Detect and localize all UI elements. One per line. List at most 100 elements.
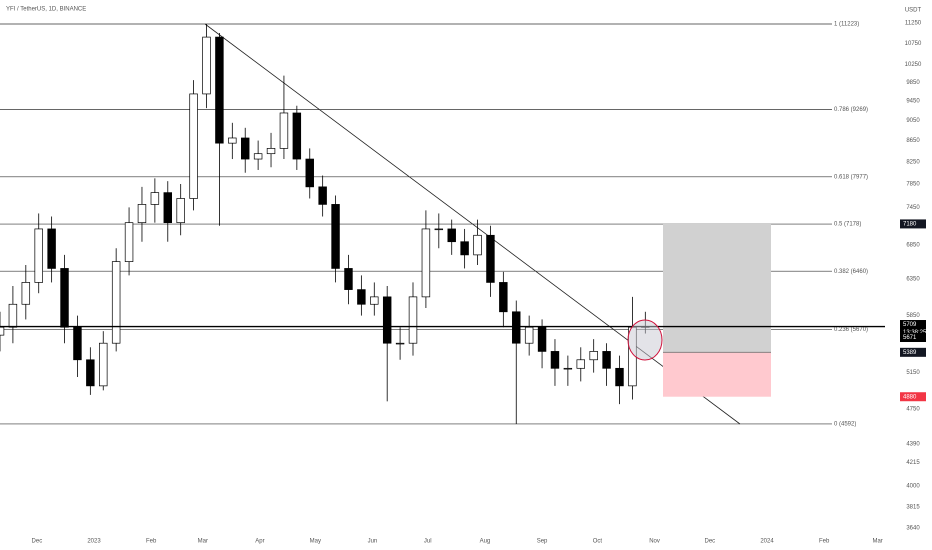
y-tick-label: 8250	[906, 159, 920, 165]
candle-body	[408, 296, 418, 344]
candle-body	[163, 192, 173, 224]
candle-body	[189, 93, 198, 199]
x-tick-label: Aug	[480, 539, 491, 545]
candle-body	[73, 326, 82, 361]
price-tag-bg	[900, 219, 926, 229]
price-tag: 5671	[903, 335, 917, 341]
candle-body	[305, 158, 314, 188]
x-tick-label: Mar	[198, 539, 208, 545]
candle-body	[0, 326, 5, 336]
x-tick-label: Feb	[819, 539, 830, 545]
x-tick-label: 2024	[760, 539, 774, 545]
candle-body	[176, 198, 185, 224]
price-tag: 5709	[903, 322, 917, 328]
x-tick-label: Nov	[649, 539, 660, 545]
candle-body	[589, 351, 598, 361]
y-tick-label: 7850	[906, 182, 920, 188]
candle-body	[395, 342, 405, 345]
price-tag-bg	[900, 392, 926, 402]
candle-body	[86, 359, 95, 387]
y-tick-label: 3815	[906, 504, 920, 510]
price-tag-bg	[900, 333, 926, 343]
candle-body	[421, 228, 431, 298]
currency: USDT	[905, 8, 922, 14]
candle-body	[563, 367, 573, 370]
candle-body	[382, 296, 392, 344]
y-tick-label: 9450	[906, 99, 920, 105]
candle-body	[150, 192, 160, 205]
candle-body	[434, 228, 444, 231]
fib-label: 0 (4592)	[834, 422, 856, 428]
candle-body	[240, 137, 250, 160]
candle-body	[266, 148, 276, 155]
x-tick-label: Sep	[537, 539, 548, 545]
candle-body	[344, 268, 353, 290]
candle-body	[318, 186, 327, 205]
price-tag: 7180	[903, 221, 917, 227]
fib-label: 0.5 (7178)	[834, 222, 861, 228]
candle-body	[602, 351, 611, 369]
y-tick-label: 8650	[906, 138, 920, 144]
candle-body	[21, 282, 31, 305]
y-tick-label: 4750	[906, 406, 920, 412]
y-tick-label: 11250	[905, 21, 922, 27]
candle-body	[47, 228, 56, 269]
price-tag: 5389	[903, 350, 917, 356]
y-tick-label: 3640	[906, 526, 920, 532]
candle-body	[124, 222, 134, 262]
candle-body	[550, 351, 560, 369]
y-tick-label: 9850	[906, 80, 920, 86]
candle-body	[524, 326, 534, 344]
y-tick-label: 7450	[906, 205, 920, 211]
y-tick-label: 5850	[906, 313, 920, 319]
candle-body	[460, 241, 469, 256]
highlight-circle	[627, 319, 663, 361]
y-tick-label: 4390	[906, 442, 920, 448]
candle-body	[60, 268, 69, 328]
x-tick-label: 2023	[87, 539, 101, 545]
candle-body	[228, 137, 237, 144]
fib-label: 1 (11223)	[834, 22, 859, 28]
candle-body	[253, 153, 263, 160]
y-tick-label: 6850	[906, 243, 920, 249]
fib-label: 0.618 (7977)	[834, 174, 868, 180]
y-tick-label: 10250	[905, 62, 922, 68]
candle-body	[447, 228, 456, 243]
x-tick-label: Apr	[255, 539, 264, 545]
candle-body	[137, 204, 147, 224]
candle-body	[279, 112, 289, 149]
x-tick-label: Oct	[593, 539, 603, 545]
y-tick-label: 6350	[906, 276, 920, 282]
candle-body	[473, 234, 482, 256]
candle-body	[331, 204, 340, 269]
target-zone	[663, 223, 771, 353]
fib-label: 0.786 (9269)	[834, 107, 868, 113]
y-tick-label: 9050	[906, 118, 920, 124]
x-tick-label: May	[310, 539, 321, 545]
candle-body	[357, 289, 366, 305]
fib-label: 0.236 (5670)	[834, 327, 868, 333]
price-tag-bg	[900, 320, 926, 330]
price-tag: 4880	[903, 394, 917, 400]
x-tick-label: Jun	[368, 539, 378, 545]
y-tick-label: 4000	[906, 483, 920, 489]
stop-zone	[663, 352, 771, 397]
price-tag-bg	[900, 347, 926, 357]
candle-body	[202, 36, 211, 95]
y-tick-label: 10750	[905, 41, 922, 47]
candle-body	[215, 36, 224, 144]
fib-label: 0.382 (6460)	[834, 269, 868, 275]
candle-body	[292, 112, 302, 160]
x-tick-label: Dec	[705, 539, 716, 545]
candle-body	[99, 342, 108, 387]
chart-title: YFI / TetherUS, 1D, BINANCE	[6, 7, 86, 13]
candle-body	[512, 311, 521, 344]
candle-body	[34, 228, 43, 283]
candle-body	[615, 367, 624, 387]
candle-body	[576, 359, 586, 369]
candle-body	[499, 282, 508, 313]
x-tick-label: Dec	[32, 539, 43, 545]
x-tick-label: Jul	[424, 539, 432, 545]
candle-body	[537, 326, 547, 352]
candle-body	[8, 303, 18, 328]
